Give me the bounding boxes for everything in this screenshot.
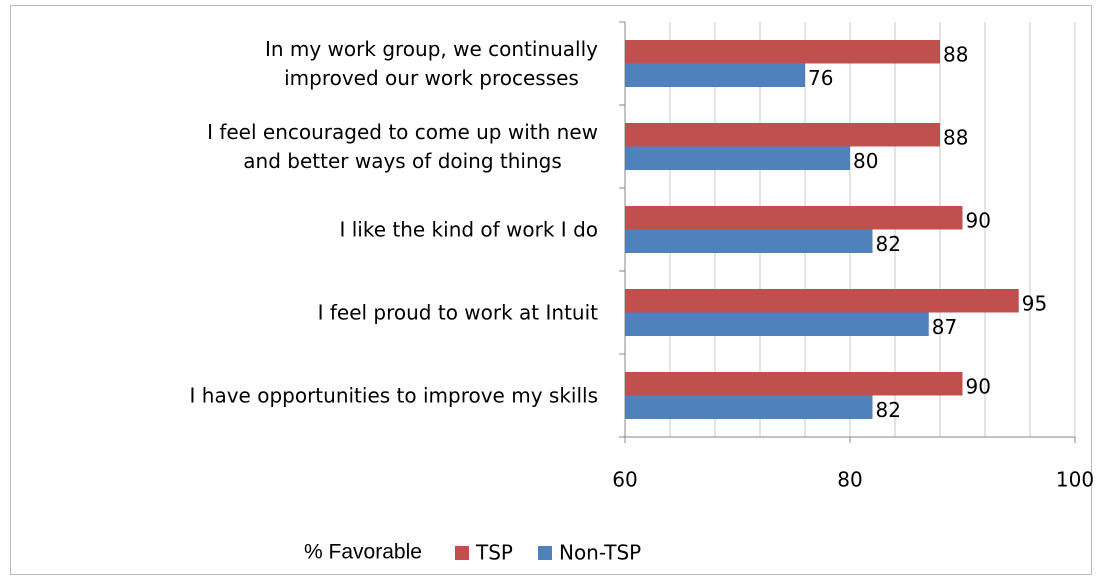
- x-tick-label: 100: [1056, 468, 1094, 492]
- y-tick-label: I feel proud to work at Intuit: [317, 300, 598, 324]
- legend-swatch: [455, 546, 469, 560]
- value-label: 87: [932, 315, 957, 339]
- legend-label: TSP: [475, 541, 513, 565]
- y-tick-label: In my work group, we continually improve…: [264, 36, 598, 90]
- x-tick-label: 80: [837, 468, 862, 492]
- x-tick-label: 60: [612, 468, 637, 492]
- value-label: 82: [876, 398, 901, 422]
- bar: [625, 63, 805, 87]
- value-label: 80: [853, 149, 878, 173]
- value-label: 88: [943, 42, 968, 66]
- bar: [625, 312, 929, 336]
- bar: [625, 206, 963, 230]
- value-label: 76: [808, 66, 833, 90]
- y-tick-label: I like the kind of work I do: [339, 217, 598, 241]
- bar: [625, 229, 873, 253]
- bar: [625, 146, 850, 170]
- bar: [625, 40, 940, 64]
- legend-swatch: [537, 546, 552, 560]
- x-axis-title: % Favorable: [304, 541, 422, 564]
- value-label: 90: [966, 208, 991, 232]
- y-tick-label: I have opportunities to improve my skill…: [189, 383, 598, 407]
- y-tick-label: I feel encouraged to come up with new an…: [207, 119, 598, 173]
- value-label: 88: [943, 125, 968, 149]
- legend-label: Non-TSP: [559, 541, 641, 565]
- bar: [625, 123, 940, 147]
- value-label: 82: [876, 232, 901, 256]
- bar: [625, 289, 1019, 313]
- bar: [625, 372, 963, 396]
- chart-border: [10, 5, 1092, 575]
- bar: [625, 395, 873, 419]
- value-label: 90: [966, 374, 991, 398]
- value-label: 95: [1022, 291, 1047, 315]
